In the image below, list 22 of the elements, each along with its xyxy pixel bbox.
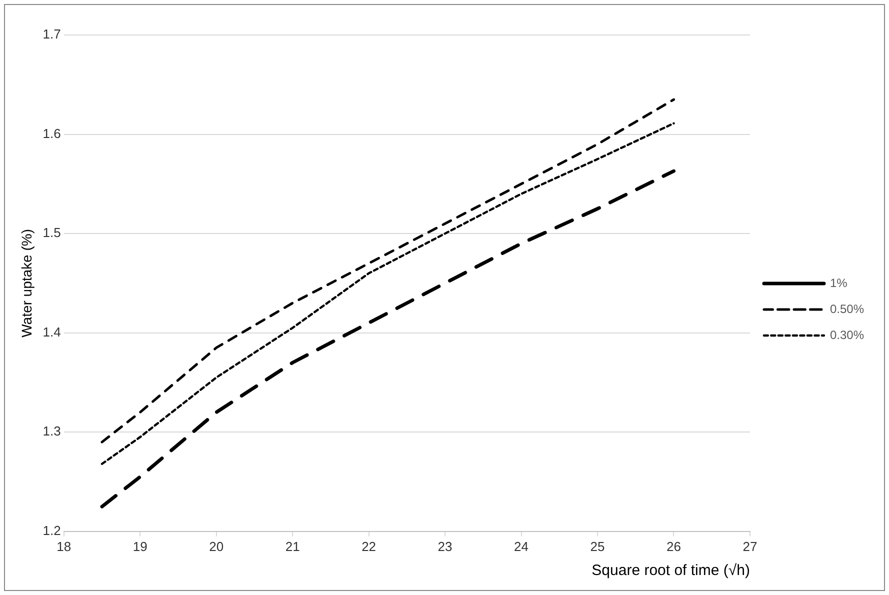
line-series	[100, 169, 676, 508]
y-tick-label: 1.5	[42, 225, 61, 240]
y-tick-label: 1.3	[42, 424, 61, 439]
x-tick-label: 26	[666, 538, 681, 554]
x-axis-title: Square root of time (√h)	[592, 562, 750, 580]
legend-label: 1%	[830, 276, 848, 290]
x-tick-label: 19	[132, 538, 148, 554]
x-tick-label: 24	[514, 538, 529, 554]
legend-label: 0.50%	[830, 302, 864, 316]
y-tick-label: 1.4	[42, 324, 61, 340]
y-tick-label: 1.2	[42, 522, 61, 538]
x-tick-label: 20	[209, 538, 224, 554]
x-tick-label: 18	[56, 538, 72, 554]
x-tick-label: 22	[362, 538, 376, 554]
x-tick-label: 21	[285, 538, 300, 554]
y-tick-label: 1.7	[42, 26, 61, 42]
y-axis-title: Water uptake (%)	[18, 228, 34, 338]
legend-label: 0.30%	[830, 328, 864, 342]
x-tick-label: 25	[590, 538, 605, 554]
y-tick-label: 1.6	[42, 126, 61, 141]
x-tick-label: 27	[742, 538, 758, 554]
x-tick-label: 23	[438, 538, 452, 554]
